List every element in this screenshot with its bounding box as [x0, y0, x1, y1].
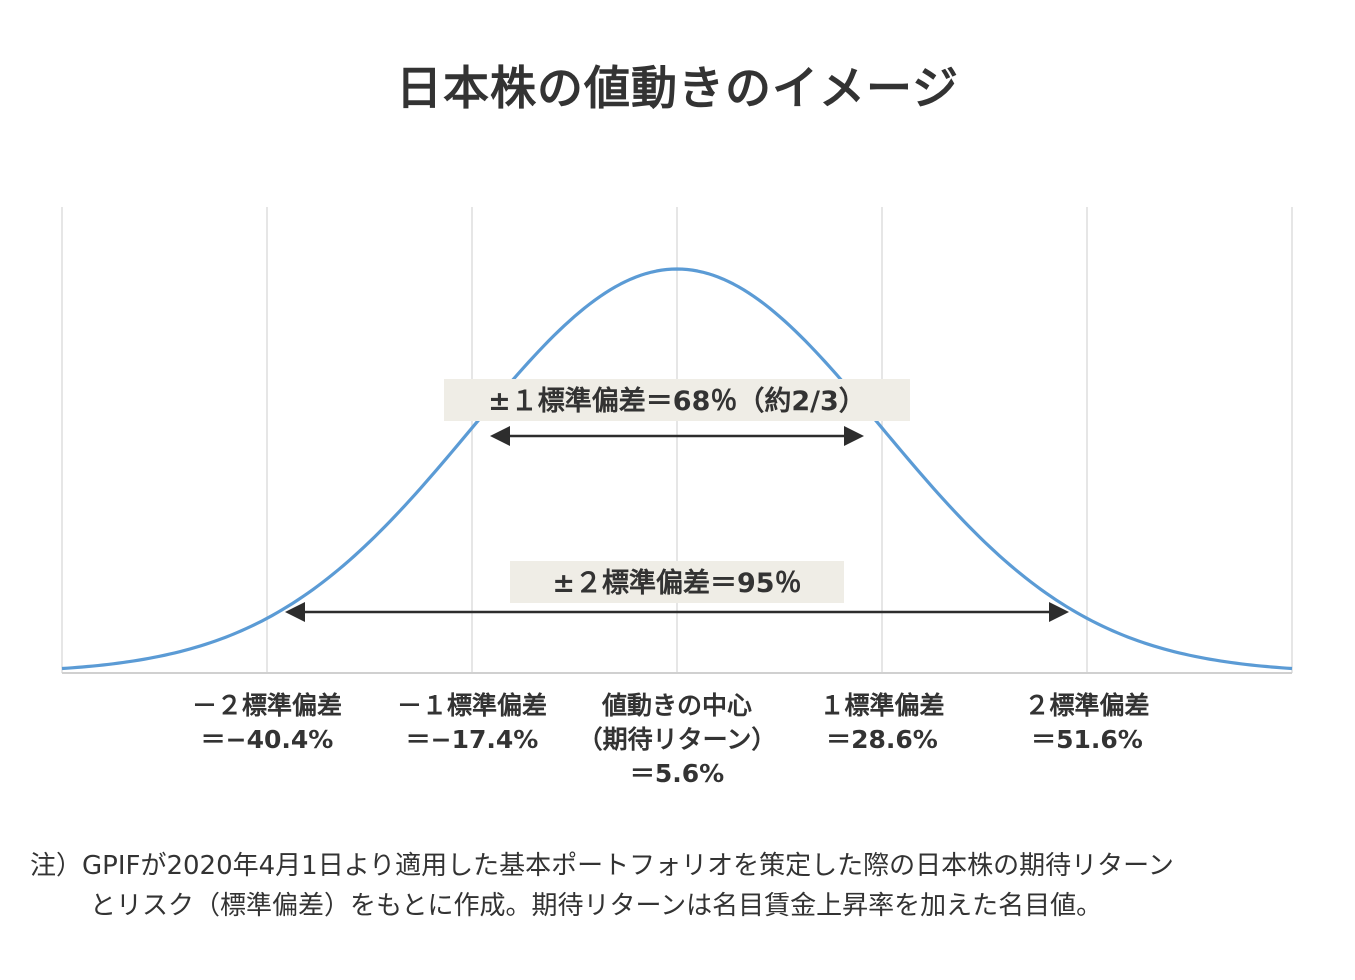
tick-label-3-line-3: ＝5.6%	[630, 759, 724, 788]
normal-distribution-chart: ±１標準偏差＝68％（約2/3） ±２標準偏差＝95％ －２標準偏差 ＝−40.4%…	[61, 207, 1293, 788]
chart-title: 日本株の値動きのイメージ	[395, 61, 960, 115]
tick-label-1-line-2: ＝−40.4%	[201, 725, 334, 754]
footnote-line-2: とリスク（標準偏差）をもとに作成。期待リターンは名目賃金上昇率を加えた名目値。	[90, 891, 1103, 921]
tick-label-1-line-1: －２標準偏差	[192, 691, 342, 720]
tick-label-3: 値動きの中心 （期待リターン） ＝5.6%	[578, 691, 777, 788]
tick-label-3-line-2: （期待リターン）	[578, 725, 777, 754]
tick-label-2: －１標準偏差 ＝−17.4%	[397, 691, 547, 754]
annotation-arrowhead-right-1	[844, 426, 864, 446]
tick-label-4: １標準偏差 ＝28.6%	[819, 691, 944, 754]
distribution-curve	[61, 267, 1293, 671]
footnote-line-1: 注）GPIFが2020年4月1日より適用した基本ポートフォリオを策定した際の日本…	[30, 851, 1174, 881]
tick-label-2-line-1: －１標準偏差	[397, 691, 547, 720]
annotation-label-bg-1	[444, 379, 910, 421]
tick-label-3-line-1: 値動きの中心	[601, 691, 752, 720]
tick-label-1: －２標準偏差 ＝−40.4%	[192, 691, 342, 754]
tick-label-4-line-1: １標準偏差	[819, 691, 944, 720]
annotation-arrowhead-left-2	[285, 602, 305, 622]
tick-label-5-line-2: ＝51.6%	[1031, 725, 1143, 754]
annotation-arrowhead-left-1	[490, 426, 510, 446]
annotation-label-bg-2	[510, 561, 844, 603]
annotation-label-1: ±１標準偏差＝68％（約2/3）	[488, 385, 866, 417]
annotation-arrowhead-right-2	[1049, 602, 1069, 622]
footnote: 注）GPIFが2020年4月1日より適用した基本ポートフォリオを策定した際の日本…	[30, 846, 1340, 926]
tick-label-4-line-2: ＝28.6%	[826, 725, 938, 754]
tick-label-5: ２標準偏差 ＝51.6%	[1024, 691, 1149, 754]
tick-label-5-line-1: ２標準偏差	[1024, 691, 1149, 720]
tick-label-2-line-2: ＝−17.4%	[406, 725, 539, 754]
annotation-label-2: ±２標準偏差＝95％	[552, 567, 801, 599]
